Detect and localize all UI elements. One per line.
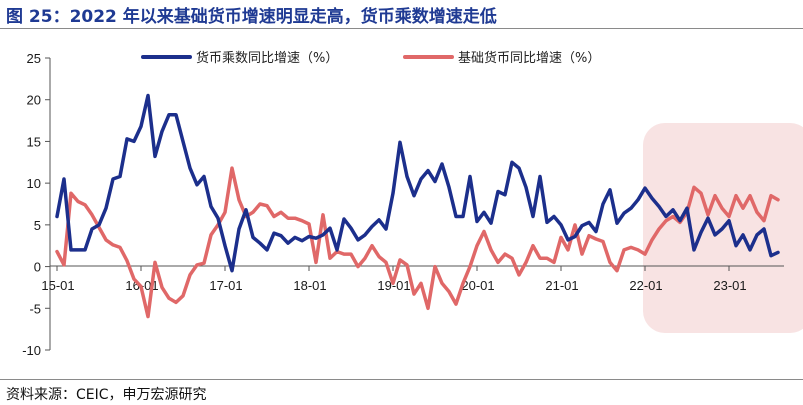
x-tick-label: 15-01 <box>41 278 74 293</box>
x-tick-label: 17-01 <box>209 278 242 293</box>
series-layer <box>55 93 780 319</box>
source-note: 资料来源：CEIC，申万宏源研究 <box>6 387 207 403</box>
x-tick-label: 19-01 <box>377 278 410 293</box>
x-tick-label: 22-01 <box>629 278 662 293</box>
y-tick-label: 5 <box>34 218 41 233</box>
x-tick-label: 20-01 <box>461 278 494 293</box>
legend-label-base: 基础货币同比增速（%） <box>458 50 600 66</box>
legend: 货币乘数同比增速（%） 基础货币同比增速（%） <box>141 50 600 66</box>
page-title: 图 25：2022 年以来基础货币增速明显走高，货币乘数增速走低 <box>6 7 497 27</box>
series-line-multiplier <box>55 93 780 273</box>
y-tick-label: 25 <box>27 51 41 66</box>
legend-label-multiplier: 货币乘数同比增速（%） <box>196 50 338 66</box>
title-divider <box>0 28 803 29</box>
y-tick-label: 10 <box>27 176 41 191</box>
y-tick-label: 15 <box>27 134 41 149</box>
y-tick-label: -10 <box>22 343 41 358</box>
y-axis: 25 20 15 10 5 0 -5 -10 <box>22 51 51 358</box>
x-tick-label: 23-01 <box>713 278 746 293</box>
y-tick-label: 20 <box>27 93 41 108</box>
x-tick-label: 21-01 <box>545 278 578 293</box>
y-tick-label: 0 <box>34 260 41 275</box>
series-line-base <box>55 166 780 319</box>
footer-divider <box>0 379 803 380</box>
y-tick-label: -5 <box>29 301 41 316</box>
x-tick-label: 18-01 <box>293 278 326 293</box>
